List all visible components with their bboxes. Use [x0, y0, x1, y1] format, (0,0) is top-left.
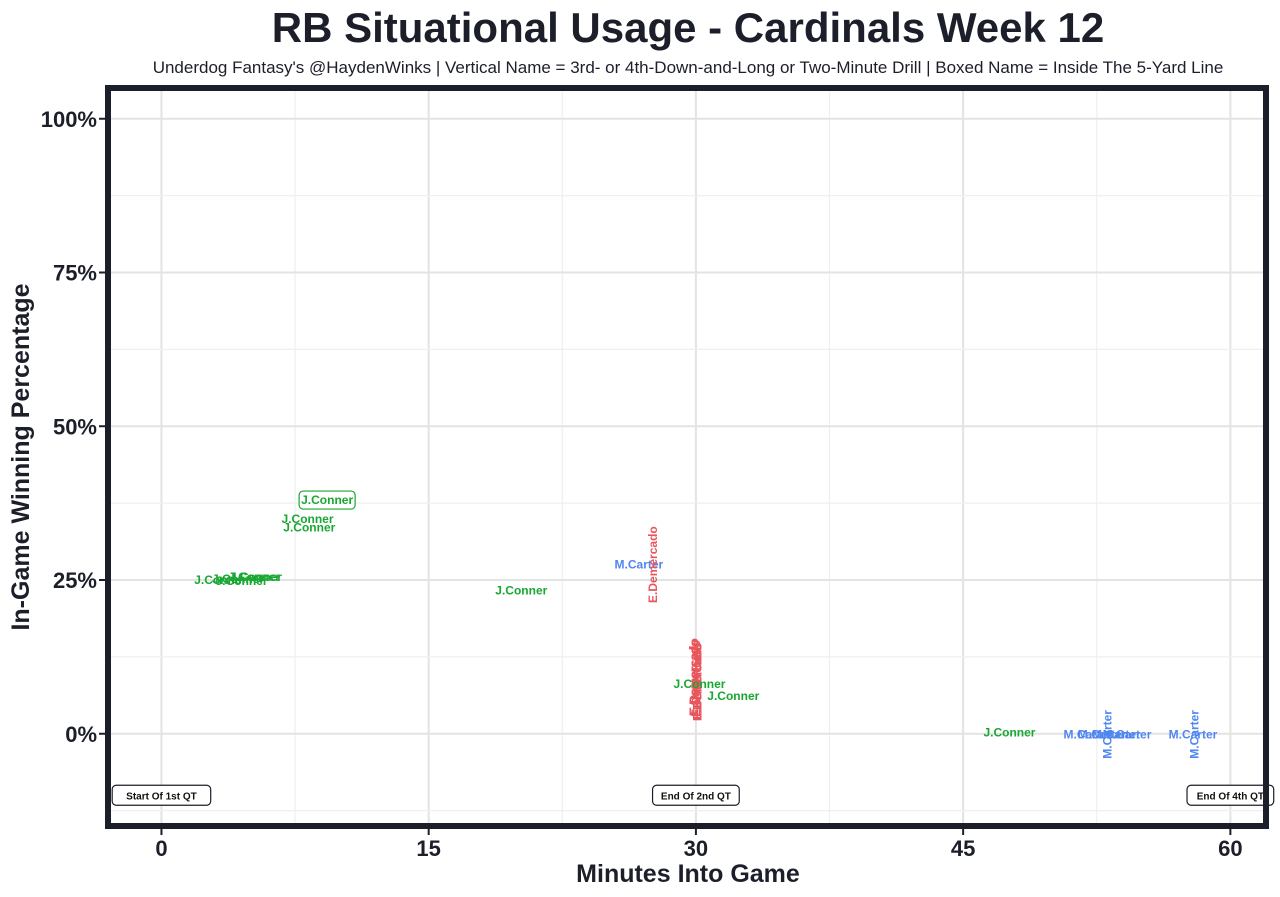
point-label: M.Carter — [615, 558, 664, 572]
quarter-marker-label: End Of 4th QT — [1197, 791, 1264, 802]
point-label: E.Demercado — [689, 640, 703, 717]
point-label: M.Carter — [1100, 710, 1114, 759]
point-labels: J.ConnerJ.ConnerJ.ConnerJ.ConnerJ.Conner… — [194, 490, 1218, 759]
plot-panel-border — [105, 85, 1269, 829]
inside-five-box — [298, 490, 356, 510]
x-tick-label: 0 — [155, 836, 167, 861]
point-label: J.Conner — [230, 570, 282, 584]
grid-lines — [108, 88, 1266, 826]
quarter-marker-box — [651, 784, 740, 806]
x-tick-label: 45 — [951, 836, 975, 861]
y-axis-title: In-Game Winning Percentage — [7, 283, 35, 630]
point-label: J.Conner — [194, 573, 246, 587]
quarter-marker-label: Start Of 1st QT — [126, 791, 197, 802]
x-axis-title: Minutes Into Game — [576, 860, 800, 888]
point-label: J.Conner — [707, 689, 759, 703]
point-label: M.Carter — [1092, 727, 1141, 741]
y-tick-label: 0% — [65, 722, 97, 747]
point-label: J.Conner — [673, 677, 725, 691]
point-label: J.Conner — [216, 574, 268, 588]
point-label: J.Conner — [283, 521, 335, 535]
chart-title: RB Situational Usage - Cardinals Week 12 — [272, 4, 1104, 51]
point-label: M.Carter — [1064, 727, 1113, 741]
quarter-marker-box — [1186, 784, 1275, 806]
point-label: J.Conner — [282, 512, 334, 526]
x-tick-label: 15 — [416, 836, 440, 861]
point-label: E.Demercado — [687, 638, 701, 715]
point-label: J.Conner — [301, 493, 353, 507]
point-label: J.Conner — [495, 583, 547, 597]
point-label: J.Conner — [983, 726, 1035, 740]
point-label: E.Demercado — [691, 644, 705, 721]
point-label: E.Demercado — [687, 639, 701, 716]
chart-subtitle: Underdog Fantasy's @HaydenWinks | Vertic… — [153, 58, 1224, 77]
point-label: E.Demercado — [691, 643, 705, 720]
quarter-marker-box — [111, 784, 212, 806]
quarter-marker-label: End Of 2nd QT — [661, 791, 731, 802]
point-label: M.Carter — [1103, 727, 1152, 741]
x-tick-label: 60 — [1218, 836, 1242, 861]
point-label: M.Carter — [1169, 727, 1218, 741]
y-tick-label: 25% — [53, 568, 97, 593]
y-tick-label: 100% — [41, 107, 97, 132]
point-label: M.Carter — [1078, 727, 1127, 741]
point-label: E.Demercado — [646, 526, 660, 603]
y-tick-label: 50% — [53, 414, 97, 439]
x-tick-label: 30 — [684, 836, 708, 861]
y-tick-label: 75% — [53, 261, 97, 286]
quarter-markers: Start Of 1st QT End Of 2nd QT End Of 4th Q… — [111, 784, 1275, 806]
axis-ticks: 0 15 30 45 60 0% 25% 50% 75% 100% — [41, 107, 1243, 861]
point-label: J.Conner — [212, 572, 264, 586]
point-label: J.Conner — [228, 570, 280, 584]
point-label: M.Carter — [1188, 710, 1202, 759]
